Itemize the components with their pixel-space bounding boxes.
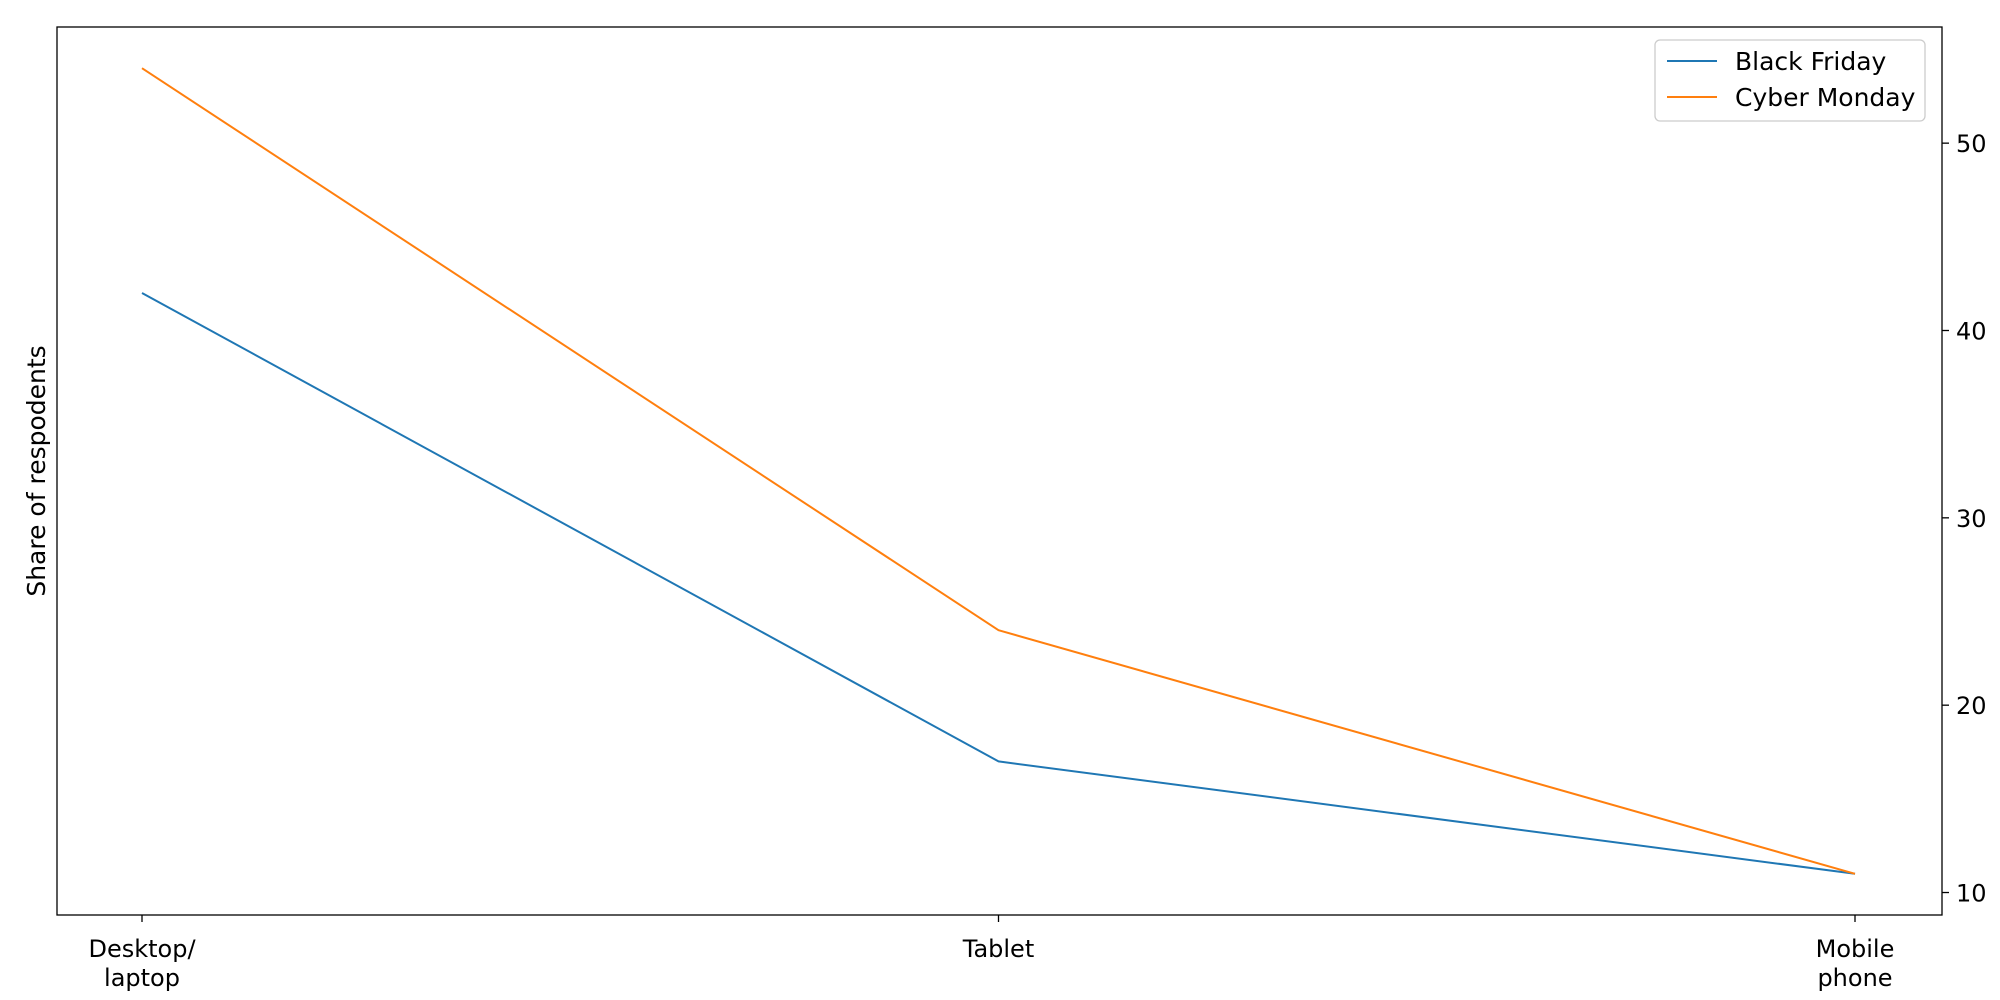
y-tick-label: 40: [1956, 317, 1987, 345]
legend-label: Cyber Monday: [1735, 83, 1916, 112]
legend: Black Friday Cyber Monday: [1654, 39, 1926, 122]
legend-box: [1654, 39, 1926, 122]
series-line-cyber-monday: [141, 67, 1856, 875]
y-axis: 10 20 30 40 50: [1942, 130, 1987, 908]
x-tick-label: Desktop/laptop: [88, 935, 196, 992]
y-tick-label: 30: [1956, 505, 1987, 533]
y-tick-label: 50: [1956, 130, 1987, 158]
x-tick-label: Tablet: [962, 935, 1034, 963]
series-line-black-friday: [141, 292, 1856, 875]
x-axis: Desktop/laptop Tablet Mobile phone: [88, 915, 1894, 992]
legend-label: Black Friday: [1735, 47, 1887, 76]
y-tick-label: 20: [1956, 692, 1987, 720]
x-tick-label: Mobile phone: [1816, 935, 1895, 992]
series-lines: [141, 67, 1856, 875]
plot-frame: [56, 26, 1943, 916]
y-tick-label: 10: [1956, 880, 1987, 908]
y-axis-label: Share of respodents: [22, 345, 51, 596]
